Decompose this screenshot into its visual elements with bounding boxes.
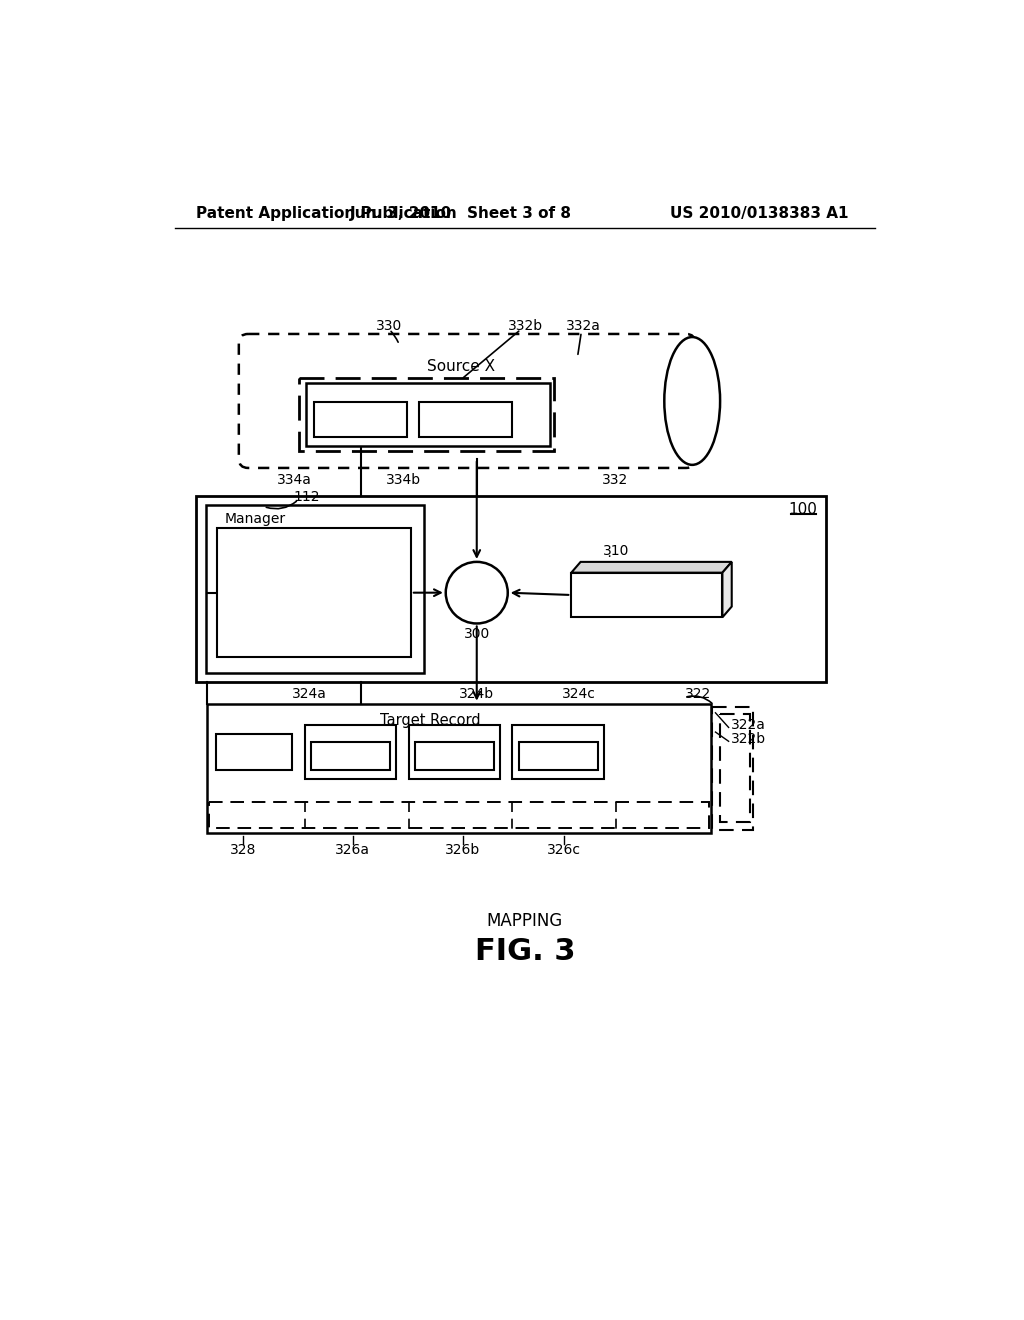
Text: 326c: 326c [547, 843, 581, 857]
Text: Source X: Source X [427, 359, 496, 374]
Bar [419, 401, 512, 437]
Text: 324b: 324b [459, 686, 495, 701]
Text: 112: 112 [293, 490, 319, 504]
Bar [512, 725, 604, 779]
Text: 100: 100 [787, 502, 817, 517]
Text: Owner: Y: Owner: Y [529, 750, 587, 763]
Text: 330: 330 [376, 319, 402, 333]
Text: Mapping: Mapping [282, 585, 347, 601]
Bar [518, 742, 598, 770]
Text: 322a: 322a [731, 718, 766, 733]
Text: Element B: Element B [431, 413, 500, 426]
Text: Element C: Element C [524, 730, 593, 743]
Bar [197, 496, 825, 682]
Text: 300: 300 [464, 627, 489, 642]
Text: 332b: 332b [508, 319, 543, 333]
Text: 326a: 326a [335, 843, 371, 857]
Circle shape [445, 562, 508, 623]
Bar [206, 506, 424, 673]
Text: Target Record: Target Record [380, 713, 480, 729]
Bar [305, 725, 396, 779]
Text: Owner: X: Owner: X [426, 750, 483, 763]
Text: Source Record: Source Record [378, 388, 478, 403]
Text: 328: 328 [229, 843, 256, 857]
Text: Jun. 3, 2010   Sheet 3 of 8: Jun. 3, 2010 Sheet 3 of 8 [350, 206, 572, 222]
Text: Manager: Manager [225, 512, 286, 525]
Text: 334b: 334b [386, 474, 421, 487]
Bar [314, 401, 407, 437]
Text: 324a: 324a [292, 686, 327, 701]
Text: Patent Application Publication: Patent Application Publication [197, 206, 457, 222]
Text: 326b: 326b [445, 843, 480, 857]
Bar [720, 714, 750, 822]
Bar [409, 725, 500, 779]
Ellipse shape [665, 337, 720, 465]
Bar [217, 528, 411, 657]
Text: 322b: 322b [731, 733, 766, 746]
Text: Element A: Element A [316, 730, 385, 743]
FancyBboxPatch shape [239, 334, 695, 469]
Text: MAPPING: MAPPING [486, 912, 563, 929]
Text: Owner: X: Owner: X [223, 746, 284, 759]
Text: 332a: 332a [566, 319, 601, 333]
Text: 332: 332 [601, 474, 628, 487]
Text: Owner: X: Owner: X [322, 750, 379, 763]
Polygon shape [571, 562, 732, 573]
Bar [207, 704, 711, 833]
Text: Element A: Element A [327, 413, 394, 426]
Text: FIG. 3: FIG. 3 [474, 937, 575, 966]
Text: Element B: Element B [420, 730, 488, 743]
Bar [209, 803, 710, 829]
Bar [216, 734, 292, 770]
Text: 322: 322 [684, 686, 711, 701]
Bar [415, 742, 494, 770]
Bar [306, 383, 550, 446]
Text: US 2010/0138383 A1: US 2010/0138383 A1 [671, 206, 849, 222]
Bar [299, 378, 554, 451]
Bar [713, 706, 753, 830]
Bar [311, 742, 390, 770]
Bar [571, 573, 722, 618]
Text: 334a: 334a [278, 474, 312, 487]
Text: 310: 310 [603, 544, 630, 558]
Text: Rules: Rules [626, 587, 668, 602]
Polygon shape [722, 562, 732, 618]
Text: 324c: 324c [562, 686, 596, 701]
